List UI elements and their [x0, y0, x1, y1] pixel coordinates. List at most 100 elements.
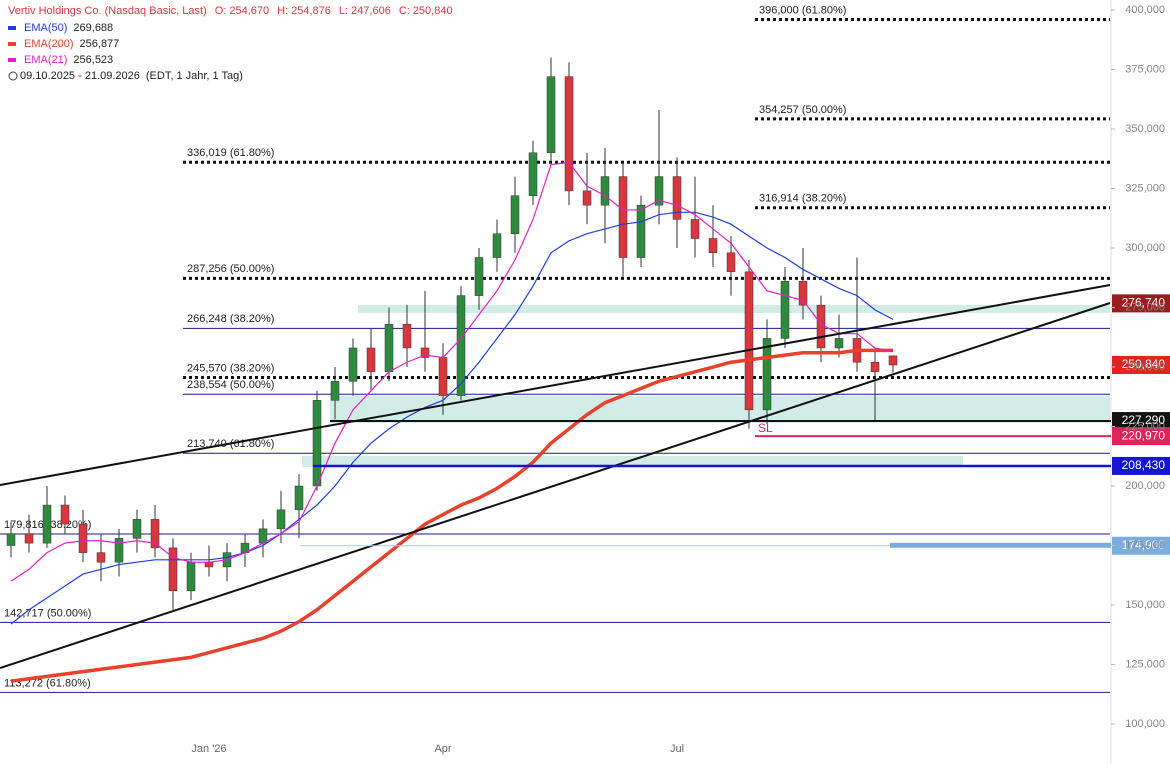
ema-line: [10, 348, 893, 683]
candle-body: [564, 76, 574, 192]
legend-swatch: [8, 58, 16, 62]
candle-body: [744, 271, 754, 411]
price-tag: [1112, 456, 1170, 475]
candle-body: [816, 304, 826, 349]
x-tick-label: Jul: [670, 743, 684, 755]
price-tag-label: 220,970: [1122, 428, 1166, 442]
candle-body: [6, 533, 16, 546]
candle-body: [402, 323, 412, 349]
ohlc-name: O:: [215, 5, 227, 17]
y-tick-label: 200,000: [1125, 480, 1165, 492]
price-tag-label: 208,430: [1122, 458, 1166, 472]
level-label: 266,248 (38.20%): [187, 313, 274, 325]
candle-body: [870, 361, 880, 373]
candle-body: [636, 204, 646, 258]
zone: [358, 305, 1110, 313]
candle-body: [762, 338, 772, 411]
price-tag: [1112, 356, 1170, 375]
candle-body: [186, 561, 196, 591]
price-tag-label: 227,290: [1122, 413, 1166, 427]
legend-name: EMA(200): [24, 38, 74, 50]
candle-body: [384, 323, 394, 373]
legend-name: EMA(21): [24, 54, 67, 66]
level-label: 142,717 (50.00%): [4, 607, 91, 619]
y-tick-label: 225,000: [1125, 420, 1165, 432]
candle-body: [618, 176, 628, 258]
y-tick-label: 400,000: [1125, 4, 1165, 16]
level-label: 396,000 (61.80%): [759, 4, 846, 16]
price-tag-label: 276,740: [1122, 296, 1166, 310]
candle-body: [312, 400, 322, 487]
candle-body: [726, 252, 736, 273]
y-tick-label: 100,000: [1125, 718, 1165, 730]
trend-line: [0, 302, 1111, 669]
candle-body: [204, 561, 214, 568]
x-tick-label: Jan '26: [191, 743, 226, 755]
header-title: Vertiv Holdings Co. (Nasdaq Basic, Last)…: [8, 5, 453, 17]
level-label: 316,914 (38.20%): [759, 193, 846, 205]
clock-icon: [8, 71, 18, 81]
candle-body: [528, 152, 538, 196]
legend-swatch: [8, 26, 16, 30]
candle-body: [780, 281, 790, 339]
price-tag: [1112, 294, 1170, 313]
price-tag-label: 250,840: [1122, 357, 1166, 371]
candle-body: [438, 357, 448, 396]
level-label: 336,019 (61.80%): [187, 147, 274, 159]
range-note: (EDT, 1 Jahr, 1 Tag): [146, 70, 243, 82]
legend-value: 269,688: [73, 22, 113, 34]
candle-body: [114, 538, 124, 563]
candle-body: [582, 190, 592, 206]
ohlc-name: L:: [339, 5, 348, 17]
trend-line: [0, 284, 1111, 486]
candle-body: [510, 195, 520, 234]
date-range-text: 09.10.2025 - 21.09.2026: [20, 70, 140, 82]
ema-line: [10, 161, 894, 582]
candle-body: [690, 219, 700, 239]
y-tick-label: 175,000: [1125, 539, 1165, 551]
ohlc-name: H:: [277, 5, 288, 17]
legend-value: 256,523: [73, 54, 113, 66]
legend-swatch: [8, 42, 16, 46]
candle-body: [474, 257, 484, 296]
candle-body: [24, 533, 34, 544]
y-tick-label: 125,000: [1125, 658, 1165, 670]
price-marker: [890, 542, 1111, 548]
x-tick-label: Apr: [434, 743, 451, 755]
legend-value: 256,877: [80, 38, 120, 50]
candle-body: [132, 519, 142, 539]
candle-body: [834, 338, 844, 349]
ohlc-value: 254,876: [291, 5, 331, 17]
legend-entry: EMA(21) 256,523: [24, 54, 113, 66]
price-tag: [1112, 427, 1170, 446]
legend-name: EMA(50): [24, 22, 67, 34]
candle-body: [708, 238, 718, 254]
zone: [302, 456, 963, 467]
candle-body: [654, 176, 664, 206]
candle-body: [96, 552, 106, 563]
price-tag-label: 174,900: [1122, 538, 1166, 552]
ohlc-value: 247,606: [351, 5, 391, 17]
level-label: 354,257 (50.00%): [759, 104, 846, 116]
zone: [330, 396, 1110, 423]
candle-body: [672, 176, 682, 220]
candle-body: [456, 295, 466, 396]
ohlc-value: 250,840: [413, 5, 453, 17]
y-tick-label: 350,000: [1125, 123, 1165, 135]
annotation: SL: [758, 421, 773, 435]
candle-body: [60, 504, 70, 525]
y-tick-label: 300,000: [1125, 242, 1165, 254]
price-tag: [1112, 412, 1170, 431]
legend-entry: EMA(200) 256,877: [24, 38, 119, 50]
y-tick-label: 250,000: [1125, 361, 1165, 373]
ema-line: [10, 211, 894, 625]
candle-body: [600, 176, 610, 206]
legend-entry: EMA(50) 269,688: [24, 22, 113, 34]
level-label: 238,554 (50.00%): [187, 379, 274, 391]
candle-body: [276, 509, 286, 530]
candle-body: [42, 504, 52, 544]
candle-body: [150, 519, 160, 549]
candle-body: [546, 76, 556, 154]
